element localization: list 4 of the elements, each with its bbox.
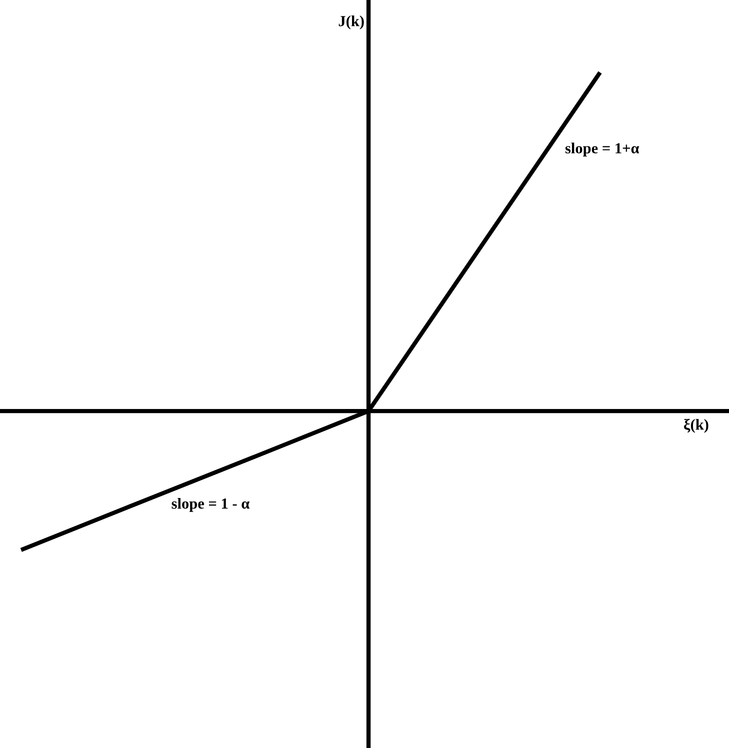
annotation: slope = 1 - α bbox=[172, 498, 250, 512]
annotation: slope = 1+α bbox=[565, 142, 640, 157]
y-axis-title: J(k) bbox=[338, 16, 364, 30]
x-axis-title: ξ(k) bbox=[684, 418, 708, 433]
